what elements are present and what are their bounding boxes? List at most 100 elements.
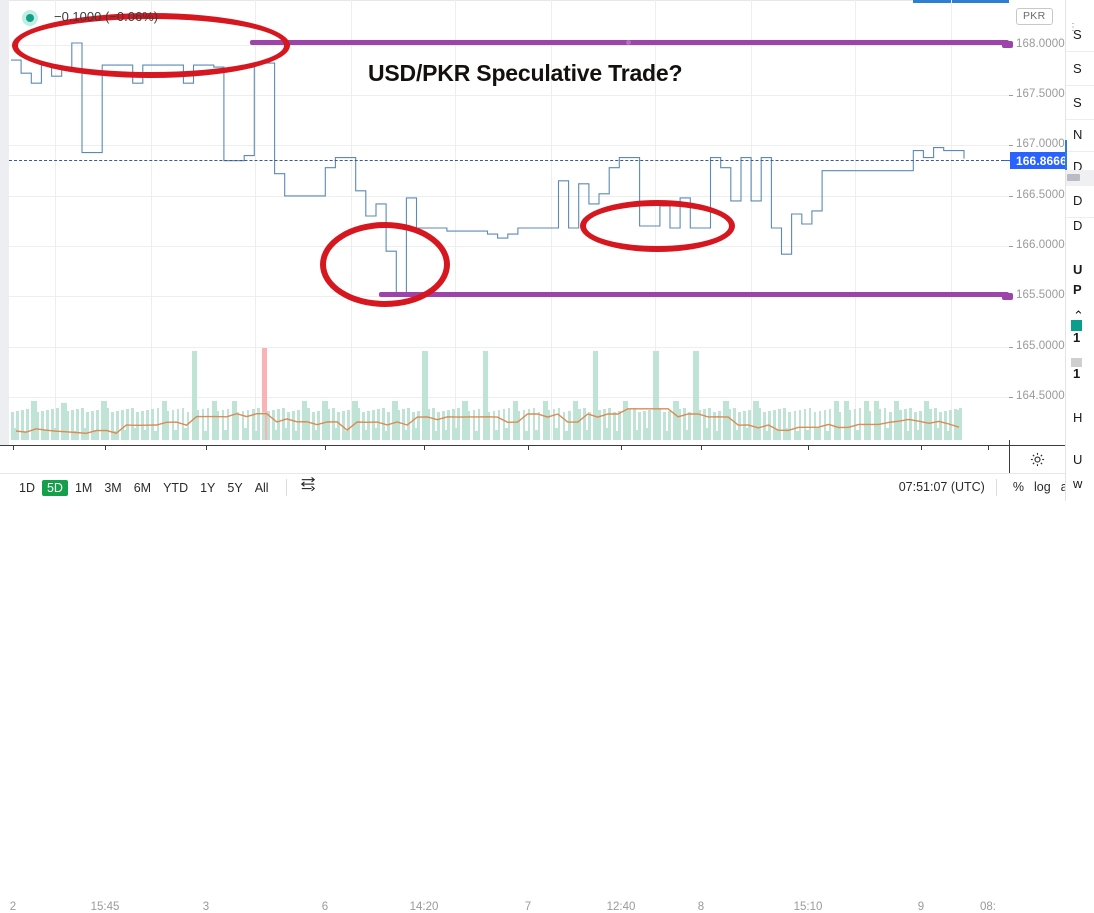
volume-bar <box>959 408 962 440</box>
range-button-6m[interactable]: 6M <box>133 480 152 495</box>
volume-bar <box>728 409 732 440</box>
volume-bar <box>502 409 506 440</box>
volume-bar <box>221 410 225 440</box>
gridline-vertical <box>351 0 352 440</box>
volume-bar <box>733 408 737 440</box>
resistance-price-marker[interactable] <box>1002 41 1013 48</box>
price-axis[interactable]: 168.0000 167.5000 167.0000 166.5000 166.0000… <box>1009 0 1065 440</box>
volume-bar <box>713 412 716 440</box>
volume-bar <box>166 411 170 440</box>
bottom-toolbar[interactable]: 1D 5D 1M 3M 6M YTD 1Y 5Y All <box>0 473 1065 501</box>
volume-bar <box>898 410 902 440</box>
time-tick-label: 7 <box>524 901 532 913</box>
left-scroll-strip[interactable] <box>0 0 9 452</box>
sidebar-row[interactable]: N <box>1066 118 1094 152</box>
sidebar-selected-marker <box>1067 174 1080 181</box>
volume-bar <box>848 410 852 440</box>
support-price-marker[interactable] <box>1002 293 1013 300</box>
volume-bar <box>638 412 641 440</box>
volume-bar <box>833 408 837 440</box>
volume-bar <box>291 411 295 440</box>
volume-bar <box>497 410 501 440</box>
time-tick-label: 15:45 <box>90 901 120 913</box>
sidebar-row[interactable]: D <box>1066 184 1094 218</box>
date-range-icon[interactable] <box>299 477 317 498</box>
time-tick-label: 15:10 <box>793 901 823 913</box>
axis-corner-divider <box>1009 440 1010 473</box>
volume-bar <box>281 408 285 440</box>
percent-scale-button[interactable]: % <box>1012 480 1024 494</box>
volume-bar <box>738 412 742 440</box>
range-button-1y[interactable]: 1Y <box>200 480 216 495</box>
volume-bar <box>241 411 245 440</box>
volume-bar <box>61 412 64 440</box>
volume-bar <box>778 409 782 440</box>
last-price-connector <box>1004 160 1010 161</box>
volume-bar <box>793 411 797 440</box>
volume-bar <box>808 408 812 440</box>
range-button-5y[interactable]: 5Y <box>227 480 243 495</box>
price-tick-label: 164.5000 <box>1016 390 1065 402</box>
resistance-line-handle[interactable] <box>626 40 631 45</box>
ellipse-mid-dip <box>320 222 450 307</box>
range-button-3m[interactable]: 3M <box>104 480 122 495</box>
gear-icon[interactable] <box>1010 446 1065 473</box>
volume-bar <box>552 409 556 440</box>
volume-bar <box>482 408 486 440</box>
volume-bar <box>718 411 721 440</box>
volume-bar <box>582 408 586 440</box>
top-scroll-indicator[interactable] <box>913 0 1013 3</box>
volume-bar <box>357 408 360 440</box>
volume-bar <box>612 412 616 440</box>
gridline-vertical <box>55 0 56 440</box>
volume-bar <box>56 408 59 440</box>
time-tick <box>424 446 425 450</box>
sidebar-row[interactable]: S <box>1066 18 1094 52</box>
volume-bar <box>286 412 290 440</box>
range-button-1m[interactable]: 1M <box>74 480 93 495</box>
log-scale-button[interactable]: log <box>1033 480 1051 494</box>
volume-bar <box>813 412 817 440</box>
volume-bar <box>753 409 757 440</box>
range-button-all[interactable]: All <box>254 480 269 495</box>
volume-bar <box>392 411 395 440</box>
gridline-horizontal <box>9 45 1009 46</box>
currency-badge[interactable]: PKR <box>1016 8 1053 25</box>
price-tick-label: 167.0000 <box>1016 138 1065 150</box>
last-price-badge[interactable]: 166.8666 <box>1010 152 1067 169</box>
time-axis-divider <box>0 445 1065 446</box>
volume-bar <box>362 412 365 440</box>
volume-bar <box>472 410 476 440</box>
volume-pane[interactable] <box>9 330 1009 440</box>
gridline-horizontal <box>9 397 1009 398</box>
price-tick <box>1009 95 1013 96</box>
volume-bar <box>101 409 105 440</box>
sidebar-row[interactable]: S <box>1066 52 1094 86</box>
range-button-5d[interactable]: 5D <box>41 479 68 496</box>
volume-bar <box>913 412 917 440</box>
toolbar-right-group[interactable]: 07:51:07 (UTC) % log auto <box>899 473 1090 501</box>
annotation-title: USD/PKR Speculative Trade? <box>368 60 683 86</box>
time-tick-label: 6 <box>321 901 329 913</box>
volume-bar <box>532 408 536 440</box>
sidebar-row[interactable]: S <box>1066 86 1094 120</box>
volume-bar <box>903 409 907 440</box>
volume-bar <box>377 409 380 440</box>
range-button-1d[interactable]: 1D <box>19 480 35 495</box>
volume-bar <box>327 409 330 440</box>
support-trend-line[interactable] <box>379 292 1009 297</box>
volume-bar <box>507 408 511 440</box>
time-axis[interactable]: 2 15:45 3 6 14:20 7 12:40 8 15:10 9 08: <box>0 446 1065 913</box>
price-chart-pane[interactable] <box>9 0 1009 440</box>
volume-bar <box>678 409 681 440</box>
range-button-ytd[interactable]: YTD <box>163 480 189 495</box>
volume-bar <box>838 412 842 440</box>
volume-bar <box>663 412 666 440</box>
volume-bar <box>116 411 120 440</box>
volume-bar <box>648 410 651 440</box>
volume-bar <box>673 410 676 440</box>
time-tick <box>206 446 207 450</box>
price-tick-label: 166.0000 <box>1016 239 1065 251</box>
volume-bar <box>347 410 350 440</box>
